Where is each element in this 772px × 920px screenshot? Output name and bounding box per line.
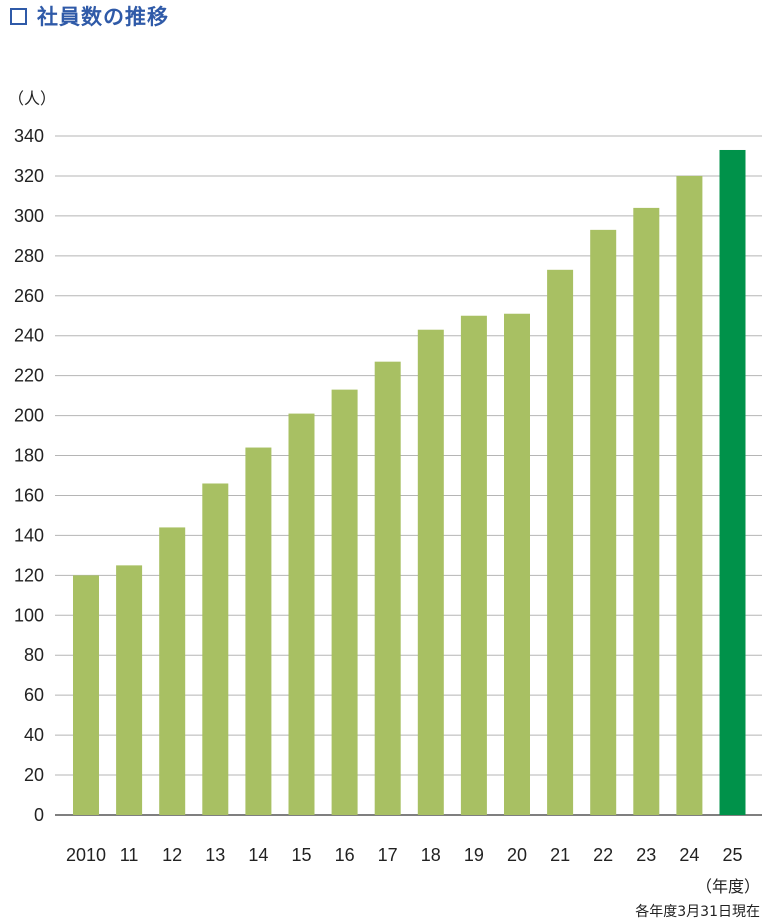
x-tick-label: 17: [378, 845, 398, 865]
y-tick-label: 180: [14, 446, 44, 466]
bar-11: [116, 565, 143, 815]
x-tick-label: 23: [636, 845, 656, 865]
x-tick-label: 25: [722, 845, 742, 865]
y-tick-label: 20: [24, 765, 44, 785]
x-axis-ticks: 2010 11 12 13 14 15 16 17 18 19 20 21 22 23 24 25: [66, 845, 743, 865]
chart-title: 社員数の推移: [10, 2, 169, 30]
x-tick-label: 15: [291, 845, 311, 865]
x-axis-unit-label: （年度）: [696, 877, 760, 896]
y-tick-label: 280: [14, 246, 44, 266]
y-tick-label: 220: [14, 366, 44, 386]
x-tick-label: 2010: [66, 845, 106, 865]
chart-note: 各年度3月31日現在: [635, 904, 760, 920]
bar-13: [202, 483, 229, 815]
y-axis-ticks: 0 20 40 60 80 100 120 140 160 180 200 220 240 260 280 3…: [14, 126, 44, 825]
bar-21: [547, 269, 574, 815]
y-tick-label: 340: [14, 126, 44, 146]
x-tick-label: 21: [550, 845, 570, 865]
x-tick-label: 20: [507, 845, 527, 865]
x-tick-label: 11: [120, 845, 139, 865]
bar-20: [504, 313, 530, 815]
bar-2010: [73, 575, 99, 815]
title-square-icon: [10, 7, 27, 25]
bars: [73, 149, 746, 816]
bar-15: [288, 413, 315, 815]
bar-23: [633, 207, 660, 816]
y-tick-label: 0: [34, 805, 44, 825]
y-tick-label: 80: [24, 645, 44, 665]
y-tick-label: 120: [14, 565, 44, 585]
y-tick-label: 60: [24, 685, 44, 705]
y-tick-label: 40: [24, 725, 44, 745]
y-tick-label: 240: [14, 326, 44, 346]
x-tick-label: 14: [248, 845, 268, 865]
bar-12: [159, 527, 186, 815]
x-tick-label: 16: [335, 845, 355, 865]
x-tick-label: 18: [421, 845, 441, 865]
y-tick-label: 300: [14, 206, 44, 226]
x-tick-label: 19: [464, 845, 484, 865]
y-tick-label: 100: [14, 605, 44, 625]
x-tick-label: 12: [162, 845, 182, 865]
y-tick-label: 260: [14, 286, 44, 306]
bar-18: [417, 329, 444, 815]
y-axis-unit-label: （人）: [8, 89, 56, 108]
bar-17: [374, 361, 401, 815]
x-tick-label: 22: [593, 845, 613, 865]
bar-16: [331, 389, 358, 815]
bar-14: [245, 447, 272, 815]
y-tick-label: 200: [14, 406, 44, 426]
y-tick-label: 320: [14, 166, 44, 186]
bar-19: [460, 315, 487, 815]
bar-24: [676, 175, 703, 816]
x-tick-label: 13: [205, 845, 225, 865]
bar-25: [719, 149, 746, 815]
bar-22: [590, 229, 617, 816]
y-tick-label: 160: [14, 485, 44, 505]
x-tick-label: 24: [679, 845, 699, 865]
y-tick-label: 140: [14, 525, 44, 545]
chart-title-text: 社員数の推移: [37, 5, 169, 29]
